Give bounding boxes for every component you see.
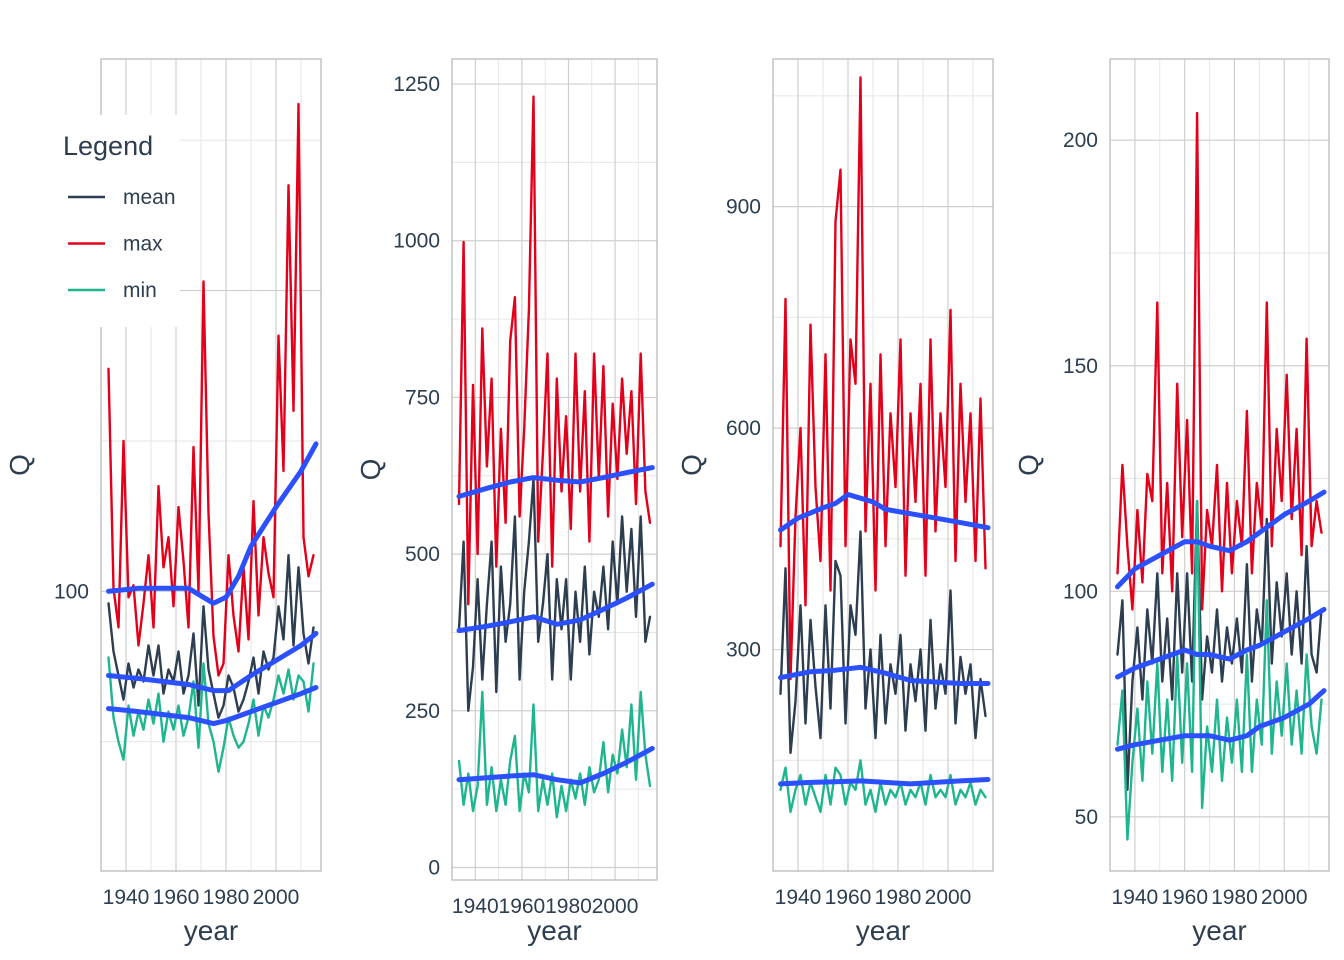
- x-tick-label: 1980: [545, 895, 592, 918]
- series-mean-trend: [1115, 606, 1327, 680]
- x-tick-label: 1940: [452, 895, 499, 918]
- y-tick-label: 900: [726, 196, 761, 219]
- series-mean-trend: [456, 581, 655, 634]
- panel-border: [1109, 58, 1330, 872]
- x-axis-title: year: [1192, 915, 1246, 946]
- x-tick-label: 1960: [499, 895, 546, 918]
- y-tick-label: 200: [1063, 129, 1098, 152]
- x-tick-label: 1960: [1161, 886, 1208, 909]
- panel-border: [100, 58, 322, 872]
- series-max-trend: [106, 441, 319, 606]
- y-tick-label: 100: [54, 580, 89, 603]
- x-tick-label: 1940: [775, 886, 822, 909]
- y-tick-label: 150: [1063, 355, 1098, 378]
- series-max: [457, 95, 652, 606]
- x-tick-label: 2000: [1261, 886, 1308, 909]
- x-tick-label: 2000: [592, 895, 639, 918]
- series-mean-trend: [106, 630, 319, 694]
- series-mean: [457, 477, 652, 712]
- x-tick-label: 2000: [925, 886, 972, 909]
- x-tick-label: 1960: [153, 886, 200, 909]
- x-tick-label: 1940: [1112, 886, 1159, 909]
- series-min-trend: [1115, 688, 1327, 752]
- x-tick-label: 1940: [103, 886, 150, 909]
- series-min: [779, 759, 987, 814]
- x-tick-label: 1980: [875, 886, 922, 909]
- series-min-trend: [778, 777, 991, 787]
- y-axis-title: Q: [4, 454, 35, 476]
- y-axis-title: Q: [355, 459, 386, 481]
- series-min-trend: [106, 685, 319, 727]
- series-mean: [779, 530, 987, 755]
- panel-1: 1940196019802000100200yearQLegendmeanmax…: [4, 58, 322, 946]
- series-max-trend: [778, 492, 991, 533]
- panel-border: [451, 58, 658, 881]
- y-tick-label: 300: [726, 639, 761, 662]
- series-max: [107, 102, 315, 677]
- legend-background: [48, 115, 180, 327]
- x-tick-label: 1980: [1211, 886, 1258, 909]
- legend-title: Legend: [63, 131, 153, 161]
- series-max: [779, 76, 987, 681]
- legend-label-min: min: [123, 279, 157, 302]
- x-axis-title: year: [184, 915, 238, 946]
- legend: Legend mean max min: [48, 115, 180, 327]
- legend-label-max: max: [123, 233, 163, 256]
- panel-3: 1940 1960 1980 2000 300 600 900 year Q: [676, 58, 994, 946]
- x-axis-title: year: [856, 915, 910, 946]
- y-tick-label: 100: [1063, 580, 1098, 603]
- panel-4: 1940 1960 1980 2000 50 100 150 200 year Q: [1013, 58, 1330, 946]
- series-max-trend: [456, 465, 655, 499]
- series-mean-trend: [778, 664, 991, 686]
- series-max: [1116, 111, 1323, 611]
- y-axis-title: Q: [1013, 454, 1044, 476]
- y-tick-label: 600: [726, 417, 761, 440]
- y-axis-title: Q: [676, 454, 707, 476]
- x-axis-title: year: [527, 915, 581, 946]
- series-mean: [1116, 499, 1323, 791]
- y-tick-label: 1250: [393, 73, 440, 96]
- legend-label-mean: mean: [123, 186, 176, 209]
- x-tick-label: 1980: [203, 886, 250, 909]
- x-tick-label: 2000: [253, 886, 300, 909]
- y-tick-label: 0: [428, 856, 440, 879]
- panel-border: [772, 58, 994, 872]
- series-min: [107, 656, 315, 773]
- series-max-trend: [1115, 489, 1327, 590]
- y-tick-label: 750: [405, 386, 440, 409]
- y-tick-label: 500: [405, 543, 440, 566]
- y-tick-label: 1000: [393, 230, 440, 253]
- y-tick-label: 50: [1075, 806, 1098, 829]
- series-min-trend: [456, 745, 655, 786]
- x-tick-label: 1960: [825, 886, 872, 909]
- panel-2: 1940 1960 1980 2000 0 250 500 750 1000 1250 year Q: [355, 58, 658, 946]
- y-tick-label: 250: [405, 700, 440, 723]
